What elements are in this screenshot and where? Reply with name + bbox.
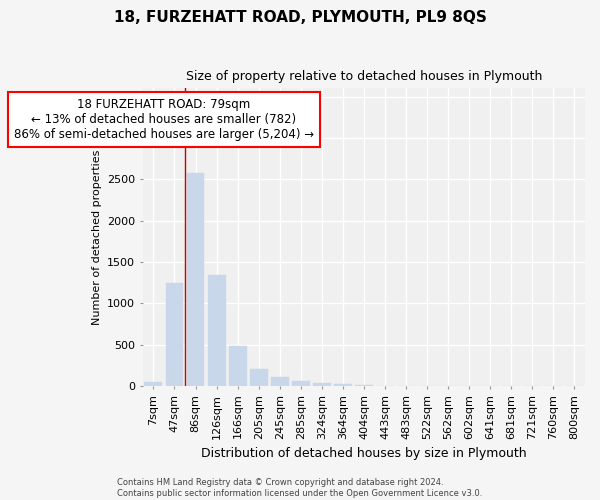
- Bar: [313, 383, 331, 386]
- Text: 18 FURZEHATT ROAD: 79sqm
← 13% of detached houses are smaller (782)
86% of semi-: 18 FURZEHATT ROAD: 79sqm ← 13% of detach…: [14, 98, 314, 142]
- X-axis label: Distribution of detached houses by size in Plymouth: Distribution of detached houses by size …: [201, 447, 527, 460]
- Title: Size of property relative to detached houses in Plymouth: Size of property relative to detached ho…: [186, 70, 542, 83]
- Bar: [292, 382, 310, 386]
- Bar: [187, 172, 205, 386]
- Bar: [229, 346, 247, 386]
- Bar: [271, 377, 289, 386]
- Bar: [334, 384, 352, 386]
- Text: Contains HM Land Registry data © Crown copyright and database right 2024.
Contai: Contains HM Land Registry data © Crown c…: [118, 478, 482, 498]
- Bar: [208, 275, 226, 386]
- Bar: [355, 385, 373, 386]
- Y-axis label: Number of detached properties: Number of detached properties: [92, 150, 101, 325]
- Bar: [166, 282, 184, 386]
- Bar: [145, 382, 163, 386]
- Text: 18, FURZEHATT ROAD, PLYMOUTH, PL9 8QS: 18, FURZEHATT ROAD, PLYMOUTH, PL9 8QS: [113, 10, 487, 25]
- Bar: [250, 370, 268, 386]
